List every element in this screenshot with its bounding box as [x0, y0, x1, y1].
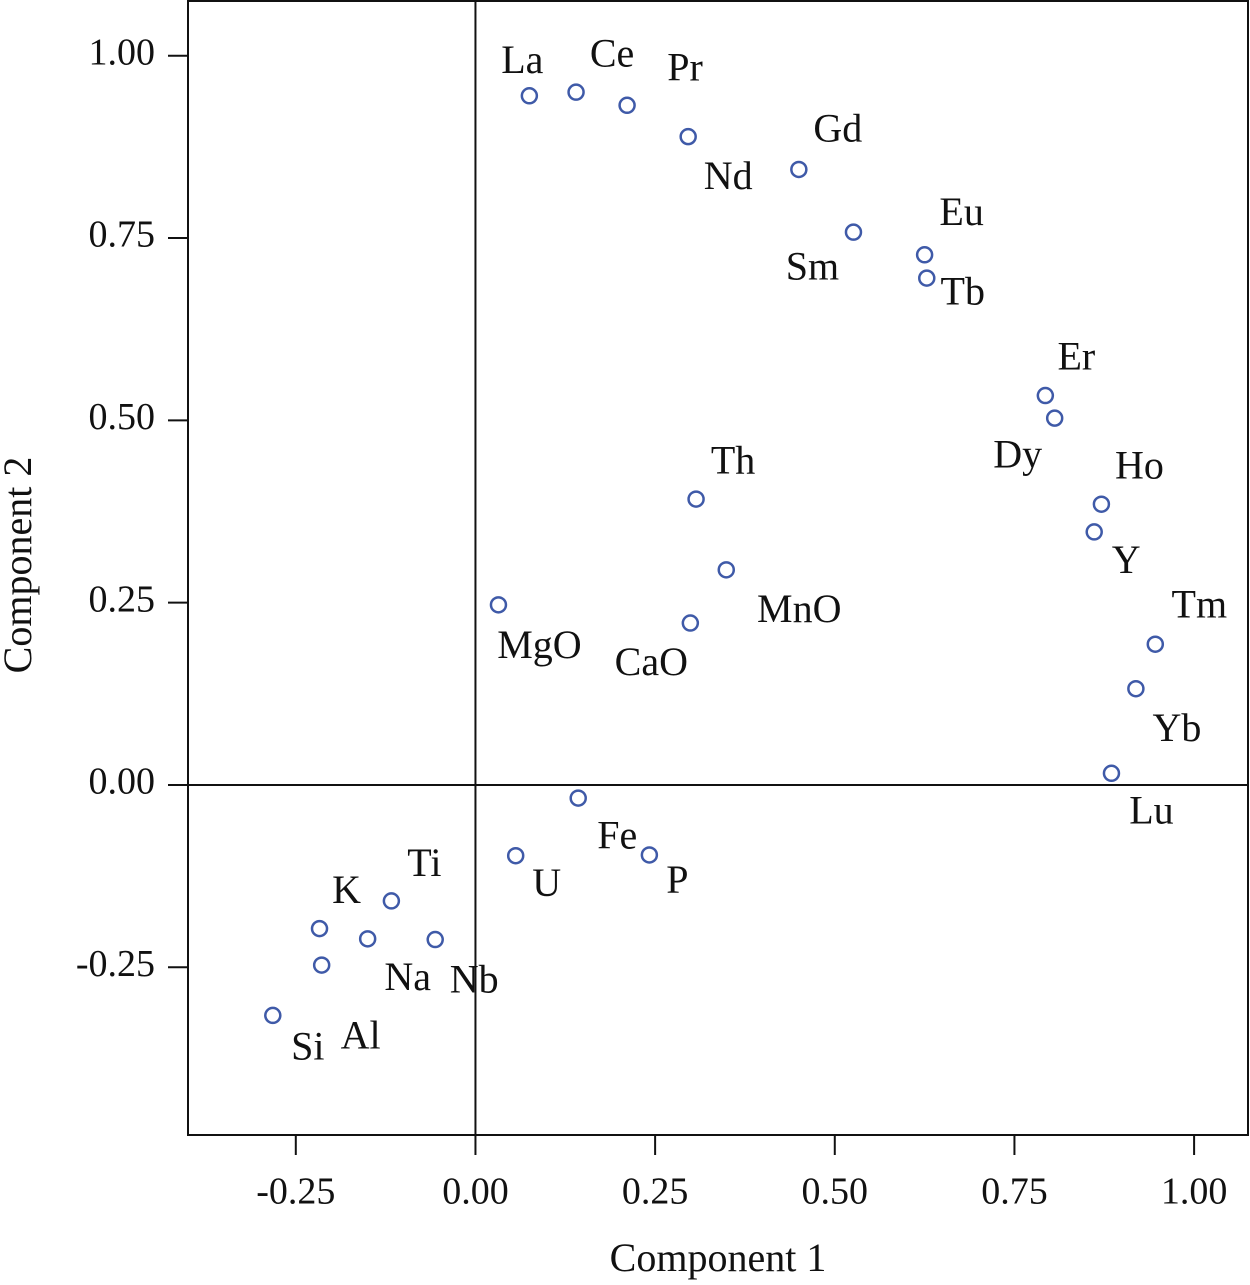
point-label: La [501, 37, 543, 82]
point [918, 269, 936, 287]
point-label: Eu [939, 189, 983, 234]
point-label: Ti [407, 840, 441, 885]
x-tick-label: 1.00 [1161, 1171, 1228, 1213]
point [1092, 495, 1111, 513]
point [569, 789, 587, 807]
x-tick-label: 0.00 [442, 1171, 509, 1213]
point-label: Fe [597, 812, 637, 857]
point-label: Dy [993, 431, 1042, 476]
point-label: Gd [813, 106, 862, 151]
point [679, 127, 697, 146]
point-label: Nb [450, 957, 499, 1002]
point [426, 930, 444, 949]
point-label: U [532, 860, 561, 905]
point-label: P [666, 857, 688, 902]
y-tick-label: 1.00 [89, 31, 156, 73]
point [1146, 635, 1165, 653]
point [310, 919, 329, 938]
point-label: Lu [1129, 787, 1173, 832]
point [1127, 679, 1145, 698]
point [681, 614, 700, 632]
y-axis-title: Component 2 [0, 457, 40, 674]
point-label: Ho [1115, 442, 1164, 487]
point [506, 846, 525, 865]
point [790, 160, 808, 179]
x-tick-label: -0.25 [256, 1171, 335, 1213]
x-axis-title: Component 1 [610, 1235, 827, 1280]
point-label: Si [291, 1024, 324, 1069]
point [489, 596, 508, 614]
point-label: Pr [667, 44, 703, 89]
y-tick-label: 0.50 [89, 396, 156, 438]
point-label: Al [341, 1012, 381, 1057]
point [640, 846, 659, 864]
point-label: Er [1057, 334, 1095, 379]
point [567, 83, 585, 101]
point [1036, 386, 1055, 405]
point-label: Nd [704, 153, 753, 198]
point [915, 246, 934, 264]
point [312, 956, 331, 974]
point-label: Na [384, 954, 431, 999]
y-tick-label: 0.75 [89, 214, 156, 256]
x-tick-label: 0.50 [802, 1171, 869, 1213]
point-label: MgO [497, 622, 581, 667]
point [1102, 764, 1121, 783]
point-label: CaO [615, 639, 688, 684]
point [618, 96, 636, 115]
point [1045, 409, 1064, 427]
point [844, 223, 863, 241]
point [520, 87, 539, 105]
y-tick-label: 0.00 [89, 761, 156, 803]
x-tick-label: 0.75 [981, 1171, 1048, 1213]
point-label: Tm [1172, 581, 1228, 626]
point-label: K [332, 867, 361, 912]
point-label: Y [1112, 537, 1141, 582]
point [358, 930, 377, 948]
point-label: MnO [757, 586, 841, 631]
x-tick-label: 0.25 [622, 1171, 689, 1213]
y-tick-label: -0.25 [76, 943, 155, 985]
point-label: Th [711, 437, 755, 482]
point-label: Yb [1152, 705, 1201, 750]
y-tick-label: 0.25 [89, 578, 156, 620]
plot-frame [187, 0, 1249, 1136]
point-label: Ce [590, 30, 634, 75]
point-label: Sm [786, 243, 839, 288]
point [687, 490, 705, 508]
point [717, 561, 736, 579]
point-label: Tb [941, 268, 985, 313]
point [264, 1006, 282, 1025]
point [382, 892, 401, 910]
point [1085, 523, 1103, 541]
